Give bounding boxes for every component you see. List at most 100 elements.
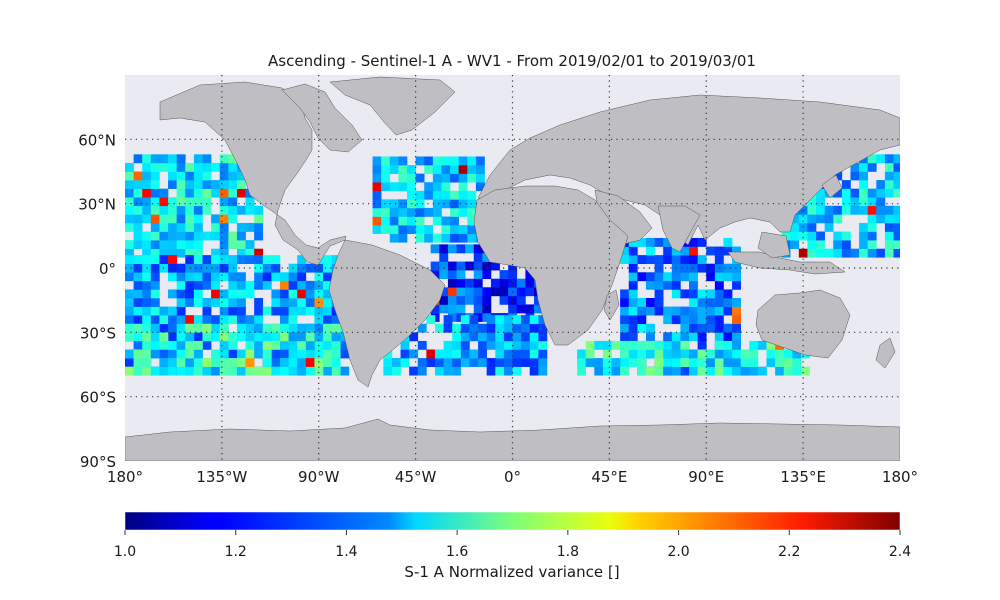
variance-cell (409, 366, 419, 376)
variance-cell (415, 233, 425, 243)
variance-cell (628, 255, 638, 265)
variance-cell (521, 332, 531, 342)
variance-cell (168, 214, 177, 224)
variance-cell (202, 188, 212, 198)
variance-cell (133, 263, 143, 273)
variance-cell (202, 358, 212, 367)
variance-cell (176, 240, 186, 249)
variance-cell (714, 280, 724, 290)
variance-cell (193, 188, 203, 198)
variance-cell (150, 315, 160, 325)
variance-cell (236, 188, 246, 198)
variance-cell (228, 298, 238, 307)
variance-cell (663, 340, 673, 350)
variance-cell (867, 197, 877, 207)
variance-cell (884, 214, 894, 224)
colorbar-tick-label: 1.0 (114, 544, 136, 560)
variance-cell (219, 197, 229, 207)
variance-cell (280, 298, 289, 307)
variance-cell (125, 222, 134, 232)
variance-cell (628, 358, 638, 367)
variance-cell (219, 214, 229, 224)
variance-cell (288, 298, 298, 307)
variance-cell (407, 216, 416, 226)
variance-cell (893, 154, 900, 164)
variance-cell (473, 244, 483, 254)
variance-cell (193, 240, 203, 249)
variance-cell (398, 173, 408, 183)
variance-cell (159, 332, 169, 342)
variance-cell (884, 205, 894, 215)
variance-cell (833, 171, 843, 181)
variance-cell (142, 188, 152, 198)
variance-cell (452, 332, 462, 342)
variance-cell (645, 340, 655, 350)
variance-cell (689, 246, 698, 256)
variance-cell (417, 323, 427, 333)
variance-cell (176, 171, 186, 181)
variance-cell (245, 366, 255, 376)
variance-cell (443, 349, 453, 359)
variance-cell (680, 272, 690, 282)
variance-cell (790, 222, 800, 232)
variance-cell (783, 349, 793, 359)
variance-cell (654, 366, 664, 376)
variance-cell (884, 180, 894, 189)
variance-cell (824, 248, 834, 258)
variance-cell (236, 205, 246, 215)
variance-cell (245, 315, 255, 325)
variance-cell (383, 366, 393, 376)
variance-cell (893, 248, 900, 258)
variance-cell (645, 366, 655, 376)
variance-cell (185, 340, 195, 350)
variance-cell (450, 165, 459, 174)
variance-cell (893, 205, 900, 215)
variance-cell (202, 340, 212, 350)
variance-cell (280, 289, 289, 299)
variance-cell (458, 233, 468, 243)
variance-cell (645, 272, 655, 282)
variance-cell (125, 349, 134, 359)
variance-cell (193, 255, 203, 265)
variance-cell (680, 315, 690, 325)
variance-cell (219, 272, 229, 282)
variance-cell (628, 298, 638, 307)
variance-cell (654, 349, 664, 359)
variance-cell (245, 197, 255, 207)
variance-cell (142, 255, 152, 265)
variance-cell (516, 304, 526, 314)
variance-cell (159, 188, 169, 198)
variance-cell (372, 199, 382, 209)
variance-cell (417, 366, 427, 376)
variance-cell (824, 214, 834, 224)
variance-cell (202, 180, 212, 189)
variance-cell (458, 173, 468, 183)
variance-cell (228, 366, 238, 376)
variance-cell (723, 306, 733, 316)
variance-cell (398, 216, 408, 226)
variance-cell (456, 304, 466, 314)
variance-cell (680, 246, 690, 256)
variance-cell (400, 349, 410, 359)
variance-cell (133, 171, 143, 181)
variance-cell (467, 173, 477, 183)
variance-cell (236, 255, 246, 265)
variance-cell (792, 349, 802, 359)
variance-cell (254, 340, 264, 350)
variance-cell (628, 349, 638, 359)
variance-cell (193, 315, 203, 325)
variance-cell (150, 205, 160, 215)
variance-cell (766, 340, 776, 350)
variance-cell (628, 315, 638, 325)
variance-cell (602, 349, 612, 359)
variance-cell (219, 205, 229, 215)
variance-cell (749, 340, 759, 350)
variance-cell (867, 240, 877, 249)
variance-cell (340, 349, 350, 359)
variance-cell (893, 162, 900, 172)
variance-cell (398, 199, 408, 209)
variance-cell (611, 358, 621, 367)
variance-cell (766, 349, 776, 359)
variance-cell (211, 263, 221, 273)
variance-cell (585, 358, 595, 367)
